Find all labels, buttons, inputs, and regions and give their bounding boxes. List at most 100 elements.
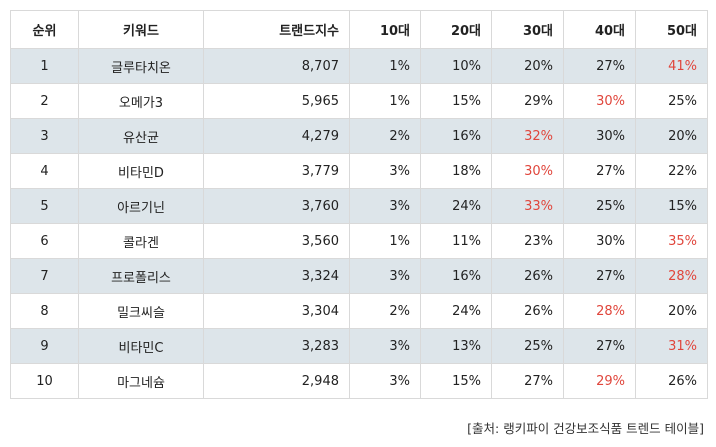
header-row: 순위 키워드 트랜드지수 10대 20대 30대 40대 50대 [10, 10, 708, 49]
cell-age-50s: 41% [635, 48, 708, 84]
cell-rank: 5 [10, 188, 79, 224]
cell-age-40s: 30% [563, 223, 636, 259]
cell-age-50s: 35% [635, 223, 708, 259]
cell-keyword: 글루타치온 [78, 48, 204, 84]
cell-age-20s: 18% [420, 153, 492, 189]
cell-age-20s: 24% [420, 188, 492, 224]
table-row: 5 아르기닌 3,760 3% 24% 33% 25% 15% [10, 188, 708, 224]
cell-trend-index: 2,948 [203, 363, 350, 399]
cell-age-40s: 27% [563, 48, 636, 84]
cell-age-20s: 24% [420, 293, 492, 329]
table-row: 3 유산균 4,279 2% 16% 32% 30% 20% [10, 118, 708, 154]
cell-age-40s: 27% [563, 328, 636, 364]
cell-keyword: 밀크씨슬 [78, 293, 204, 329]
cell-keyword: 콜라겐 [78, 223, 204, 259]
cell-age-10s: 3% [349, 153, 421, 189]
cell-age-30s: 25% [491, 328, 564, 364]
cell-age-10s: 1% [349, 48, 421, 84]
cell-rank: 3 [10, 118, 79, 154]
trend-table: 순위 키워드 트랜드지수 10대 20대 30대 40대 50대 1 글루타치온 8… [10, 10, 708, 399]
cell-age-20s: 15% [420, 83, 492, 119]
source-caption: [출처: 랭키파이 건강보조식품 트렌드 테이블] [467, 421, 704, 436]
cell-keyword: 아르기닌 [78, 188, 204, 224]
header-age-40s: 40대 [563, 10, 636, 49]
cell-age-40s: 25% [563, 188, 636, 224]
cell-rank: 2 [10, 83, 79, 119]
cell-rank: 4 [10, 153, 79, 189]
cell-age-20s: 10% [420, 48, 492, 84]
cell-keyword: 오메가3 [78, 83, 204, 119]
cell-trend-index: 5,965 [203, 83, 350, 119]
cell-age-10s: 3% [349, 188, 421, 224]
cell-age-30s: 26% [491, 293, 564, 329]
cell-age-10s: 3% [349, 258, 421, 294]
cell-age-30s: 20% [491, 48, 564, 84]
cell-keyword: 프로폴리스 [78, 258, 204, 294]
cell-age-50s: 31% [635, 328, 708, 364]
cell-age-50s: 28% [635, 258, 708, 294]
cell-trend-index: 3,324 [203, 258, 350, 294]
cell-age-50s: 26% [635, 363, 708, 399]
cell-age-40s: 28% [563, 293, 636, 329]
cell-trend-index: 3,779 [203, 153, 350, 189]
cell-age-30s: 29% [491, 83, 564, 119]
cell-age-30s: 23% [491, 223, 564, 259]
header-age-10s: 10대 [349, 10, 421, 49]
header-age-30s: 30대 [491, 10, 564, 49]
cell-rank: 6 [10, 223, 79, 259]
cell-keyword: 마그네슘 [78, 363, 204, 399]
cell-age-20s: 13% [420, 328, 492, 364]
cell-age-20s: 15% [420, 363, 492, 399]
cell-age-10s: 1% [349, 83, 421, 119]
cell-age-20s: 16% [420, 258, 492, 294]
cell-rank: 10 [10, 363, 79, 399]
cell-age-40s: 30% [563, 118, 636, 154]
cell-age-30s: 33% [491, 188, 564, 224]
cell-trend-index: 3,760 [203, 188, 350, 224]
cell-age-40s: 27% [563, 258, 636, 294]
header-age-20s: 20대 [420, 10, 492, 49]
table-row: 4 비타민D 3,779 3% 18% 30% 27% 22% [10, 153, 708, 189]
cell-age-10s: 3% [349, 363, 421, 399]
cell-age-10s: 1% [349, 223, 421, 259]
cell-age-40s: 27% [563, 153, 636, 189]
table-row: 8 밀크씨슬 3,304 2% 24% 26% 28% 20% [10, 293, 708, 329]
table-row: 10 마그네슘 2,948 3% 15% 27% 29% 26% [10, 363, 708, 399]
cell-rank: 8 [10, 293, 79, 329]
cell-age-50s: 20% [635, 118, 708, 154]
cell-age-30s: 32% [491, 118, 564, 154]
header-trend-index: 트랜드지수 [203, 10, 350, 49]
cell-age-50s: 25% [635, 83, 708, 119]
cell-age-10s: 3% [349, 328, 421, 364]
cell-rank: 7 [10, 258, 79, 294]
cell-rank: 1 [10, 48, 79, 84]
cell-rank: 9 [10, 328, 79, 364]
cell-age-50s: 22% [635, 153, 708, 189]
cell-age-40s: 29% [563, 363, 636, 399]
cell-trend-index: 3,560 [203, 223, 350, 259]
cell-age-50s: 20% [635, 293, 708, 329]
cell-age-30s: 30% [491, 153, 564, 189]
cell-keyword: 비타민D [78, 153, 204, 189]
table-row: 2 오메가3 5,965 1% 15% 29% 30% 25% [10, 83, 708, 119]
cell-age-30s: 27% [491, 363, 564, 399]
cell-trend-index: 4,279 [203, 118, 350, 154]
cell-trend-index: 3,304 [203, 293, 350, 329]
cell-keyword: 비타민C [78, 328, 204, 364]
header-age-50s: 50대 [635, 10, 708, 49]
cell-keyword: 유산균 [78, 118, 204, 154]
cell-trend-index: 3,283 [203, 328, 350, 364]
table-row: 1 글루타치온 8,707 1% 10% 20% 27% 41% [10, 48, 708, 84]
table-row: 6 콜라겐 3,560 1% 11% 23% 30% 35% [10, 223, 708, 259]
cell-age-20s: 16% [420, 118, 492, 154]
cell-age-10s: 2% [349, 293, 421, 329]
cell-age-30s: 26% [491, 258, 564, 294]
cell-age-50s: 15% [635, 188, 708, 224]
cell-age-10s: 2% [349, 118, 421, 154]
cell-trend-index: 8,707 [203, 48, 350, 84]
table-row: 7 프로폴리스 3,324 3% 16% 26% 27% 28% [10, 258, 708, 294]
cell-age-40s: 30% [563, 83, 636, 119]
header-keyword: 키워드 [78, 10, 204, 49]
header-rank: 순위 [10, 10, 79, 49]
cell-age-20s: 11% [420, 223, 492, 259]
